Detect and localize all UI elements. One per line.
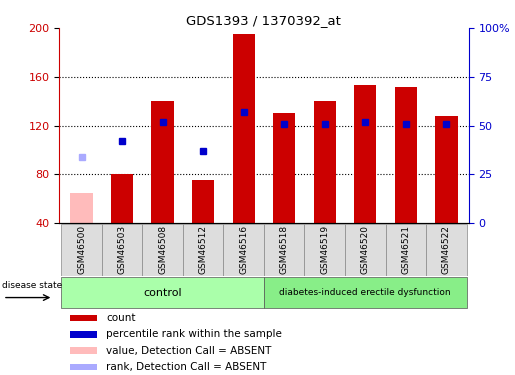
Bar	[264, 224, 304, 276]
Bar	[142, 224, 183, 276]
Text: disease state: disease state	[2, 280, 62, 290]
Bar	[232, 34, 255, 223]
Bar	[70, 315, 97, 321]
Bar	[314, 101, 336, 223]
Bar	[70, 347, 97, 354]
Text: GSM46503: GSM46503	[117, 225, 127, 274]
Text: GSM46518: GSM46518	[280, 225, 289, 274]
Bar	[345, 224, 386, 276]
Bar	[304, 224, 345, 276]
Bar	[386, 224, 426, 276]
Text: percentile rank within the sample: percentile rank within the sample	[106, 329, 282, 339]
Bar	[111, 174, 133, 223]
Text: diabetes-induced erectile dysfunction: diabetes-induced erectile dysfunction	[280, 288, 451, 297]
Bar	[224, 224, 264, 276]
Bar	[394, 87, 417, 223]
Text: GSM46519: GSM46519	[320, 225, 329, 274]
Text: GSM46500: GSM46500	[77, 225, 86, 274]
Bar	[71, 193, 93, 223]
Bar	[61, 224, 102, 276]
Text: GSM46520: GSM46520	[361, 225, 370, 274]
Bar	[183, 224, 224, 276]
Text: GSM46512: GSM46512	[199, 225, 208, 274]
Bar	[264, 278, 467, 308]
Bar	[70, 364, 97, 370]
Text: GSM46508: GSM46508	[158, 225, 167, 274]
Bar	[70, 331, 97, 338]
Text: GSM46521: GSM46521	[401, 225, 410, 274]
Bar	[273, 113, 296, 223]
Bar	[102, 224, 142, 276]
Bar	[435, 116, 457, 223]
Bar	[192, 180, 214, 223]
Text: control: control	[143, 288, 182, 297]
Text: value, Detection Call = ABSENT: value, Detection Call = ABSENT	[106, 346, 271, 356]
Bar	[426, 224, 467, 276]
Text: rank, Detection Call = ABSENT: rank, Detection Call = ABSENT	[106, 362, 266, 372]
Bar	[61, 278, 264, 308]
Text: count: count	[106, 313, 135, 323]
Bar	[151, 101, 174, 223]
Text: GSM46522: GSM46522	[442, 225, 451, 274]
Bar	[354, 86, 376, 223]
Text: GSM46516: GSM46516	[239, 225, 248, 274]
Title: GDS1393 / 1370392_at: GDS1393 / 1370392_at	[186, 14, 341, 27]
